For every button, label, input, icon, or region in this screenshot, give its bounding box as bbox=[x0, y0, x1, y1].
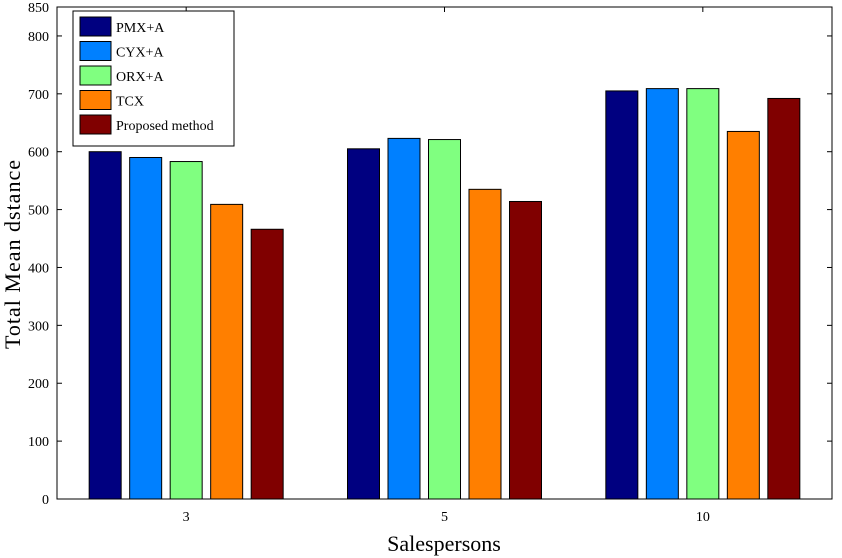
bar-proposed-method-5 bbox=[509, 200, 542, 500]
legend: PMX+A CYX+A ORX+A TCX Proposed method bbox=[72, 10, 235, 147]
legend-swatch bbox=[79, 41, 112, 61]
y-tick-label: 800 bbox=[28, 30, 49, 45]
legend-label: PMX+A bbox=[116, 21, 165, 36]
y-tick-label: 200 bbox=[28, 377, 49, 392]
y-axis-title: Total Mean dstance bbox=[0, 159, 25, 349]
legend-swatch bbox=[79, 90, 112, 110]
y-tick-label: 600 bbox=[28, 146, 49, 161]
bar-tcx-3 bbox=[210, 203, 244, 500]
y-axis: 0 100 200 300 400 500 600 700 800 850 bbox=[28, 1, 832, 508]
bar-cyx-a-3 bbox=[129, 156, 163, 500]
bar-orx-a-3 bbox=[169, 161, 203, 500]
x-tick-label: 3 bbox=[183, 510, 190, 525]
bar-tcx-5 bbox=[468, 188, 502, 500]
bar-orx-a-5 bbox=[428, 139, 461, 500]
y-tick-label: 100 bbox=[28, 435, 49, 450]
bar-tcx-10 bbox=[726, 130, 760, 500]
legend-label: Proposed method bbox=[116, 119, 214, 134]
bar-pmx-a-5 bbox=[347, 148, 380, 500]
y-tick-label: 0 bbox=[42, 493, 49, 508]
x-axis-title: Salespersons bbox=[387, 531, 501, 556]
x-tick-label: 5 bbox=[441, 510, 448, 525]
bars bbox=[88, 88, 801, 500]
bar-pmx-a-10 bbox=[605, 90, 639, 500]
bar-proposed-method-10 bbox=[767, 97, 801, 500]
y-tick-label: 400 bbox=[28, 261, 49, 276]
bar-cyx-a-10 bbox=[645, 88, 679, 500]
bar-proposed-method-3 bbox=[250, 228, 284, 500]
bar-cyx-a-5 bbox=[387, 137, 421, 500]
y-tick-label: 700 bbox=[28, 88, 49, 103]
y-tick-label: 500 bbox=[28, 204, 49, 219]
legend-swatch bbox=[79, 114, 112, 135]
legend-swatch bbox=[79, 65, 112, 86]
y-tick-label: 850 bbox=[28, 1, 49, 16]
bar-orx-a-10 bbox=[686, 88, 720, 500]
legend-label: TCX bbox=[116, 95, 144, 110]
y-tick-label: 300 bbox=[28, 319, 49, 334]
x-tick-label: 10 bbox=[696, 510, 710, 525]
legend-label: ORX+A bbox=[116, 70, 164, 85]
legend-swatch bbox=[79, 16, 112, 37]
bar-pmx-a-3 bbox=[88, 151, 122, 500]
legend-label: CYX+A bbox=[116, 46, 164, 61]
